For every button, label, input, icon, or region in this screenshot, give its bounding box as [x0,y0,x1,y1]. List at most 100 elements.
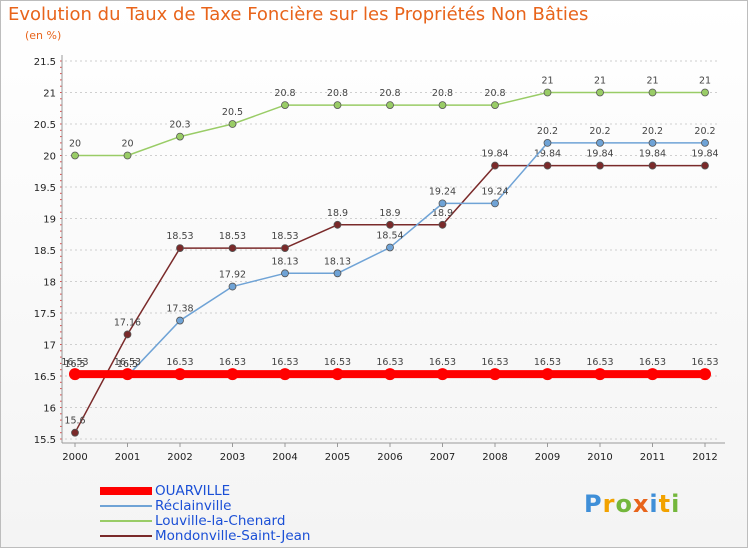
data-point [699,368,711,381]
data-point [333,269,342,278]
data-label: 17.92 [219,270,246,281]
data-label: 20.5 [222,107,243,118]
data-label: 18.13 [271,256,298,267]
data-point [121,368,134,381]
data-label: 20.2 [537,126,558,137]
data-point [646,368,659,381]
y-tick-label: 15.5 [34,435,56,446]
data-label: 18.13 [324,256,351,267]
data-point [228,244,237,253]
data-label: 16.53 [61,357,88,368]
series-line [74,142,706,377]
data-label: 21 [594,76,606,87]
logo-letter: o [615,490,633,518]
data-point [123,330,132,339]
data-point [701,161,709,170]
data-label: 17.38 [166,304,193,315]
data-label: 19.84 [481,149,508,160]
legend-label: Réclainville [155,498,232,514]
legend-label: Mondonville-Saint-Jean [155,528,311,544]
data-label: 20.3 [169,120,190,131]
data-label: 16.53 [114,357,141,368]
legend-swatch [100,505,152,507]
data-label: 20.2 [642,126,663,137]
x-tick-label: 2008 [482,452,507,463]
data-point [228,120,237,128]
data-label: 16.53 [691,357,718,368]
y-tick-label: 17 [43,341,56,352]
data-label: 19.24 [481,186,508,197]
y-axis-unit: (en %) [25,29,62,42]
data-point [438,101,447,109]
x-tick-label: 2009 [535,452,560,463]
data-label: 16.53 [481,357,508,368]
data-label: 18.53 [166,231,193,242]
data-point [281,244,289,253]
data-label: 20.8 [432,88,453,99]
data-label: 16.53 [166,357,193,368]
data-label: 16.53 [376,357,403,368]
data-point [701,88,709,97]
data-point [701,138,709,147]
data-point [386,101,394,109]
data-point [489,368,501,381]
data-label: 16.53 [534,357,561,368]
data-label: 16.5 [64,359,85,370]
data-point [174,368,186,381]
data-label: 20.8 [379,88,400,99]
data-point [384,368,396,381]
x-tick-label: 2007 [430,452,455,463]
logo-letter: x [632,490,650,518]
x-tick-label: 2010 [587,452,612,463]
data-label: 15.6 [64,416,85,427]
logo-letter: t [658,490,672,518]
data-label: 16.53 [429,357,456,368]
data-point [543,88,552,97]
chart-title: Evolution du Taux de Taxe Foncière sur l… [8,4,589,25]
x-tick-label: 2003 [220,452,245,463]
data-label: 20 [69,139,81,150]
y-tick-label: 18 [43,278,56,289]
data-label: 18.9 [327,208,348,219]
y-tick-label: 17.5 [34,309,56,320]
data-point [543,138,552,147]
data-point [648,88,657,97]
legend-swatch [100,535,152,537]
data-label: 17.16 [114,317,141,328]
data-point [438,220,447,229]
data-point [491,161,499,170]
data-label: 18.54 [376,230,403,241]
data-label: 18.53 [271,231,298,242]
data-point [71,151,79,160]
data-point [648,138,657,147]
data-label: 18.53 [219,231,246,242]
data-point [281,101,289,109]
data-point [596,138,604,147]
data-point [386,243,394,252]
data-label: 18.9 [379,208,400,219]
data-point [69,368,81,381]
logo-letter: P [584,490,603,518]
data-point [228,282,237,291]
data-label: 19.84 [691,149,718,160]
data-point [648,161,657,170]
data-label: 20.8 [484,88,505,99]
data-point [176,244,184,253]
data-label: 19.84 [534,149,561,160]
y-tick-label: 18.5 [34,246,56,257]
legend-label: Louville-la-Chenard [155,513,286,529]
data-point [541,368,554,381]
data-label: 21 [541,76,553,87]
y-tick-label: 21.5 [34,57,56,68]
y-tick-label: 20.5 [34,120,56,131]
x-tick-label: 2001 [115,452,140,463]
data-point [491,199,499,208]
data-point [333,101,342,109]
data-point [386,220,394,229]
logo-letter: i [649,490,659,518]
legend-label: OUARVILLE [155,483,231,499]
y-tick-label: 19.5 [34,183,56,194]
x-tick-label: 2005 [325,452,350,463]
y-tick-label: 16.5 [34,372,56,383]
